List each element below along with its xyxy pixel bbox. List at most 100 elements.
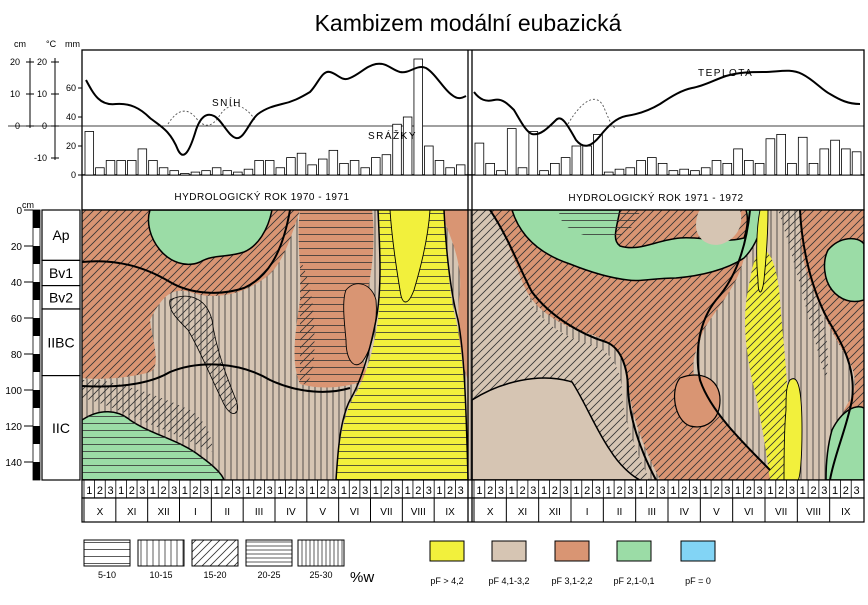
pf-label: pF 4,1-3,2: [488, 576, 529, 586]
precip-bar: [137, 148, 148, 176]
temp-tick-label: -10: [34, 153, 47, 163]
decade-label: 3: [563, 485, 569, 497]
zone-tan-bottom-2: [471, 377, 641, 480]
precip-bar: [571, 145, 582, 176]
depth-tick-label: 60: [11, 314, 23, 325]
depth-scale-block: [33, 462, 40, 480]
pf-label: pF = 0: [685, 576, 711, 586]
moisture-label: 20-25: [257, 570, 280, 580]
month-label: VI: [350, 507, 359, 518]
decade-label: 3: [724, 485, 730, 497]
precip-bar: [105, 160, 116, 176]
zone-green-top-1: [147, 210, 273, 266]
precip-bar: [243, 168, 254, 176]
precip-tick-label: 0: [71, 170, 76, 180]
precip-tick-label: 40: [66, 112, 76, 122]
precip-bar: [506, 128, 517, 176]
precip-axis: mm 60 40 20 0: [65, 39, 83, 180]
decade-label: 2: [383, 485, 389, 497]
moisture-swatch: [137, 539, 185, 567]
depth-tick-label: 20: [11, 242, 23, 253]
year1-label: HYDROLOGICKÝ ROK 1970 - 1971: [174, 190, 349, 203]
precip-bar: [180, 173, 190, 176]
month-label: XII: [157, 507, 169, 518]
precip-bar: [722, 162, 733, 176]
precip-tick-label: 60: [66, 83, 76, 93]
precip-bar: [657, 162, 668, 176]
month-label: IV: [286, 507, 296, 518]
pf-swatch: [554, 540, 590, 562]
decade-label: 2: [415, 485, 421, 497]
moisture-swatch: [297, 539, 345, 567]
precip-bar: [754, 162, 765, 176]
month-label: II: [617, 507, 623, 518]
precip-bar: [668, 170, 679, 176]
precip-axis-unit: mm: [65, 39, 80, 49]
precip-bar: [485, 162, 495, 176]
zone-tan-lens-2: [696, 210, 742, 245]
decade-label: 1: [606, 485, 612, 497]
precip-bar: [190, 171, 201, 176]
decade-label: 1: [245, 485, 251, 497]
precip-bar: [690, 170, 700, 176]
decade-label: 1: [476, 485, 482, 497]
decade-label: 2: [192, 485, 198, 497]
horizon-cell: [41, 259, 81, 287]
decade-label: 3: [789, 485, 795, 497]
depth-scale-block: [33, 246, 40, 264]
precip-bar: [328, 149, 339, 176]
precip-bar: [127, 160, 137, 176]
precip-bar: [211, 167, 222, 176]
decade-label: 3: [235, 485, 241, 497]
depth-axis-unit: cm: [22, 200, 34, 210]
decade-label: 1: [670, 485, 676, 497]
precip-bar: [744, 160, 754, 176]
precip-bar: [424, 145, 434, 176]
precip-bar: [647, 157, 657, 176]
decade-label: 2: [778, 485, 784, 497]
horizon-label: IIC: [52, 420, 70, 436]
depth-scale-block: [33, 282, 40, 300]
horizon-label: Bv2: [49, 289, 73, 305]
decade-label: 2: [552, 485, 558, 497]
decade-label: 1: [735, 485, 741, 497]
precip-bar: [360, 167, 370, 176]
decade-label: 3: [595, 485, 601, 497]
moisture-legend: 5-10 10-15 15-20 20-25 25-30: [83, 539, 345, 580]
precip-bar: [496, 170, 506, 176]
isopleth-3: [489, 210, 657, 480]
month-label: VI: [744, 507, 753, 518]
precip-bar: [254, 160, 264, 176]
depth-tick-label: 100: [5, 386, 22, 397]
month-label: V: [713, 507, 720, 518]
precip-bar: [797, 136, 808, 176]
decade-label: 3: [627, 485, 633, 497]
precip-bar: [603, 171, 614, 176]
month-label: I: [586, 507, 589, 518]
temperature-curve: [85, 62, 861, 156]
precip-bar: [222, 170, 232, 176]
month-label: IV: [679, 507, 689, 518]
snow-curve-2: [567, 98, 616, 129]
snow-tick-label: 20: [10, 57, 20, 67]
precip-bar: [275, 167, 286, 176]
decade-label: 3: [267, 485, 273, 497]
month-label: XI: [518, 507, 527, 518]
zone-tan-lens-1: [343, 283, 377, 366]
decade-label: 1: [405, 485, 411, 497]
decade-label: 1: [573, 485, 579, 497]
precip-bar: [765, 138, 776, 176]
pf-swatch: [680, 540, 716, 562]
precip-bar: [318, 158, 328, 176]
pf-swatch: [429, 540, 465, 562]
precip-bar: [233, 171, 243, 176]
precip-bar: [339, 162, 349, 176]
decade-label: 1: [703, 485, 709, 497]
temp-axis-unit: °C: [46, 39, 57, 49]
decade-label: 2: [224, 485, 230, 497]
decade-label: 1: [150, 485, 156, 497]
decade-label: 2: [713, 485, 719, 497]
